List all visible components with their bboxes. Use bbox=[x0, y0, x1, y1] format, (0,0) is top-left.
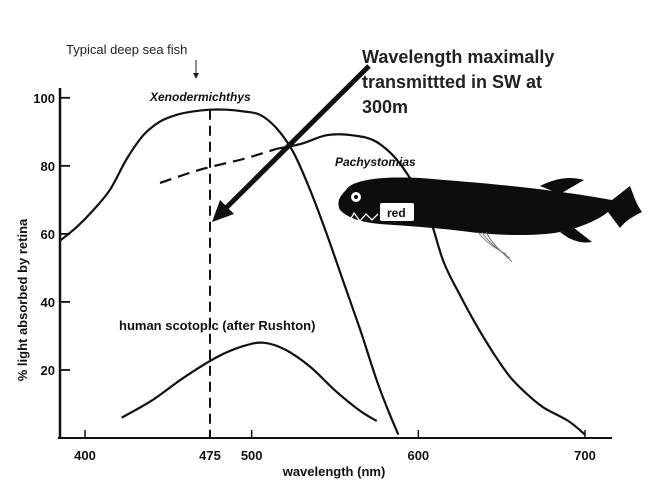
y-tick-label: 100 bbox=[33, 91, 55, 106]
curves bbox=[59, 108, 586, 438]
y-tick-label: 60 bbox=[41, 227, 55, 242]
series-line-2 bbox=[121, 341, 378, 422]
fish-barbels bbox=[477, 231, 513, 263]
callout-line-2: transmittted in SW at bbox=[362, 72, 542, 92]
series-line-0 bbox=[59, 108, 400, 436]
x-tick-label: 600 bbox=[407, 448, 429, 463]
y-tick-label: 80 bbox=[41, 159, 55, 174]
series-label-human-scotopic: human scotopic (after Rushton) bbox=[119, 318, 315, 333]
axis-ticks: 20 40 60 80 100 400 475 500 600 700 bbox=[33, 91, 596, 463]
fish-red-organ bbox=[380, 203, 414, 221]
y-tick-label: 20 bbox=[41, 363, 55, 378]
series-line-dashed-1 bbox=[159, 147, 278, 184]
callout-line-3: 300m bbox=[362, 97, 408, 117]
fish-red-label: red bbox=[387, 206, 406, 220]
fish-illustration: red bbox=[338, 177, 642, 263]
series-line-1 bbox=[276, 133, 586, 436]
callout-arrow bbox=[212, 64, 371, 222]
x-tick-label: 700 bbox=[574, 448, 596, 463]
callout-line-1: Wavelength maximally bbox=[362, 47, 554, 67]
annotation-typical-deep-sea-fish: Typical deep sea fish bbox=[66, 42, 187, 57]
fish-teeth bbox=[341, 211, 379, 223]
x-tick-label: 475 bbox=[199, 448, 221, 463]
x-axis-title: wavelength (nm) bbox=[282, 464, 386, 479]
series-label-pachystomias: Pachystomias bbox=[335, 155, 416, 169]
series-label-xenodermichthys: Xenodermichthys bbox=[149, 90, 251, 104]
x-tick-label: 400 bbox=[74, 448, 96, 463]
y-axis-title: % light absorbed by retina bbox=[15, 218, 30, 381]
x-tick-label: 500 bbox=[241, 448, 263, 463]
y-tick-label: 40 bbox=[41, 295, 55, 310]
